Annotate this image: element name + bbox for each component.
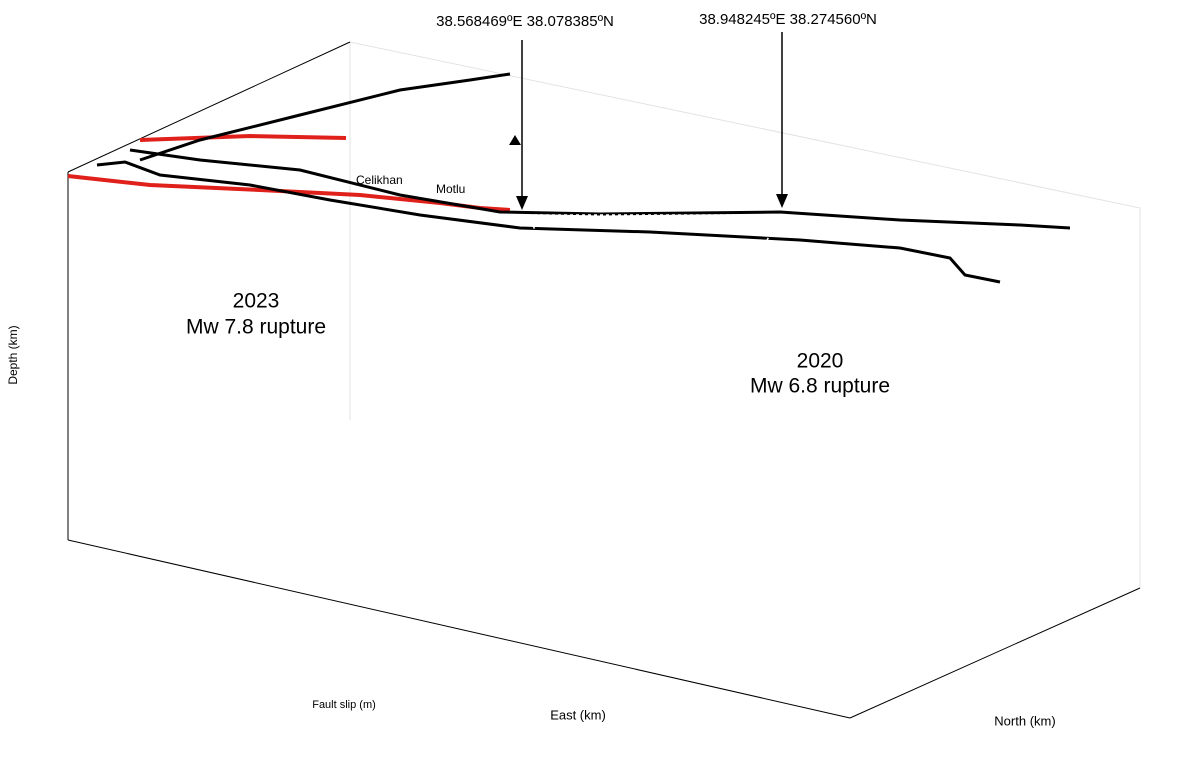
gap-outline bbox=[527, 214, 781, 349]
annotation: 38.568469ºE 38.078385ºN bbox=[436, 13, 614, 30]
annotation: Celikhan bbox=[356, 173, 403, 187]
annotation: Mw 6.8 rupture bbox=[750, 375, 890, 398]
annotation: Mw 7.8 rupture bbox=[186, 316, 326, 339]
fault-traces bbox=[67, 32, 1071, 349]
y-axis bbox=[849, 587, 1141, 719]
annotation: Potential bbox=[623, 239, 677, 255]
fault-trace bbox=[96, 160, 1001, 284]
back-wall bbox=[349, 41, 1141, 588]
colorbar-label: Fault slip (m) bbox=[312, 699, 376, 711]
axis-title: East (km) bbox=[550, 707, 606, 722]
axis-title: Depth (km) bbox=[6, 325, 20, 384]
annotation: 2020 bbox=[797, 350, 844, 373]
fault-trace-red bbox=[139, 133, 347, 142]
fault-trace bbox=[139, 72, 511, 162]
arrow-head bbox=[516, 196, 528, 210]
annotation: seismic gap? bbox=[609, 257, 691, 273]
arrow-head bbox=[776, 194, 788, 208]
annotation: 2023 bbox=[233, 290, 280, 313]
marker bbox=[509, 135, 521, 145]
axis-title: North (km) bbox=[994, 713, 1055, 728]
annotations: 38.568469ºE 38.078385ºN 38.948245ºE 38.2… bbox=[6, 11, 1056, 728]
box-edge bbox=[67, 41, 351, 173]
annotation: Motlu bbox=[436, 182, 465, 196]
fault-trace bbox=[129, 148, 1071, 230]
annotation: 38.948245ºE 38.274560ºN bbox=[699, 11, 877, 28]
x-axis bbox=[67, 539, 851, 719]
axes-box bbox=[67, 41, 1141, 719]
